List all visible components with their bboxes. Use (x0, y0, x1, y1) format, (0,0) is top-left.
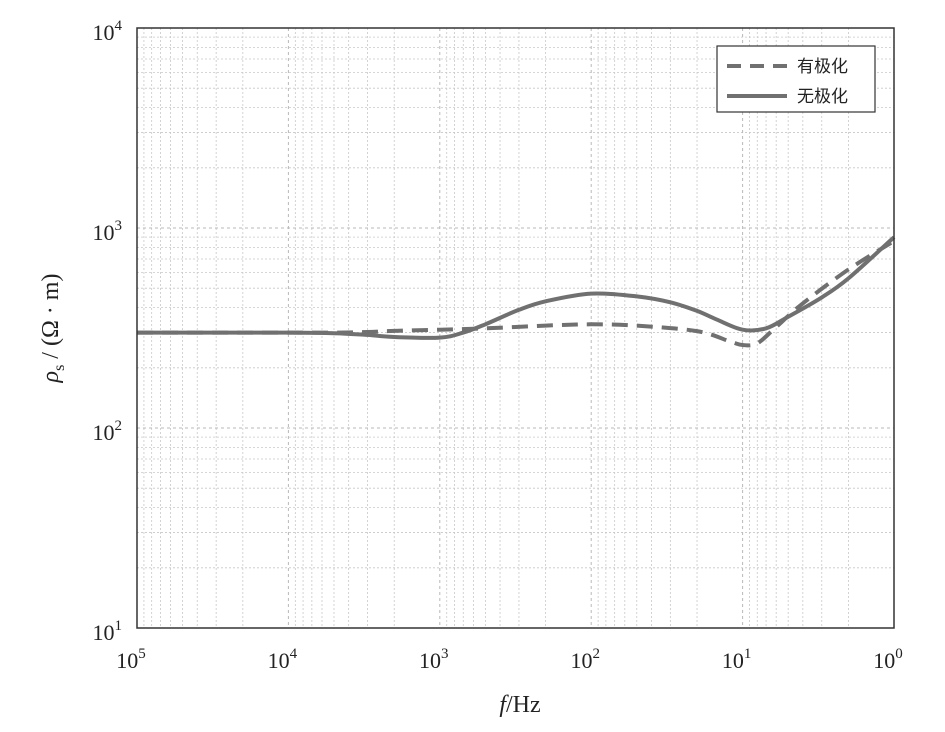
x-tick-label: 102 (570, 646, 600, 673)
y-tick-labels: 104 103 102 101 (93, 18, 123, 645)
y-tick-label: 104 (93, 18, 123, 45)
plot-frame (136, 27, 895, 629)
legend: 有极化 无极化 (716, 45, 876, 113)
series-layer (137, 235, 896, 348)
x-tick-label: 105 (116, 646, 146, 673)
series-line-polarized (137, 239, 896, 348)
legend-label-polarized: 有极化 (797, 57, 848, 77)
x-tick-label: 100 (873, 646, 903, 673)
y-tick-label: 103 (93, 218, 123, 245)
legend-box (716, 45, 876, 113)
legend-label-non-polarized: 无极化 (797, 87, 848, 107)
x-tick-label: 103 (419, 646, 449, 673)
x-tick-label: 104 (268, 646, 298, 673)
y-tick-label: 101 (93, 618, 123, 645)
y-tick-label: 102 (93, 418, 123, 445)
series-line-non-polarized (137, 235, 896, 340)
y-axis-label: ρs / (Ω · m) (38, 274, 68, 384)
x-tick-label: 101 (722, 646, 752, 673)
x-axis-label: f/Hz (499, 692, 540, 718)
x-tick-labels: 105 104 103 102 101 100 (116, 646, 903, 673)
